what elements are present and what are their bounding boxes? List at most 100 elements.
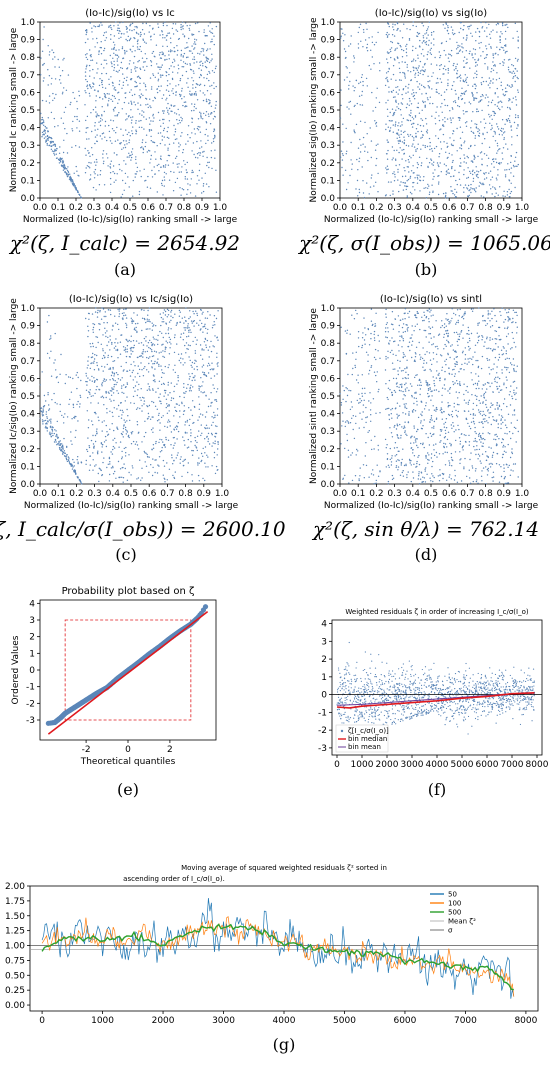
data-point [131,153,133,155]
data-point [517,89,519,91]
data-point [204,323,206,325]
data-point [445,432,447,435]
x-tick-label: 0.4 [105,203,120,213]
data-point [126,118,128,120]
data-point [421,69,423,71]
data-point [425,197,428,199]
data-point [109,140,112,142]
data-point [183,459,185,461]
data-point [95,464,97,466]
data-point [166,45,168,48]
data-point [90,87,93,89]
data-point [202,331,204,333]
data-point [77,400,79,403]
data-point [392,377,395,380]
data-point [65,457,68,460]
data-point [94,380,96,382]
data-point [57,58,59,61]
data-point [105,439,107,441]
data-point [434,123,437,125]
data-point [411,126,414,128]
data-point [109,410,111,412]
data-point [160,85,162,87]
data-point [172,397,175,400]
data-point [398,142,400,145]
data-point [156,408,158,410]
panel-d: 0.0 0.1 0.2 0.3 0.4 0.5 0.6 0.7 0.8 0.9 1.00.00.10… [309,294,539,564]
data-point [128,471,130,474]
data-point [497,128,500,130]
data-point [133,361,135,363]
data-point [511,321,513,324]
data-point [412,45,414,48]
data-point [501,152,503,154]
data-point [188,329,190,332]
data-point [449,117,452,119]
data-point [63,164,66,167]
data-point [95,189,97,191]
data-point [452,117,454,119]
data-point [454,314,457,316]
data-point [434,117,436,120]
data-point [511,85,514,87]
data-point [190,435,192,437]
data-point [101,307,103,309]
data-point [357,337,360,339]
data-point [126,76,128,79]
data-point [150,349,153,351]
data-point [213,375,216,377]
data-point [99,135,102,137]
data-point [514,114,517,116]
data-point [134,176,136,178]
data-point [134,80,136,83]
data-point [98,369,100,371]
data-point [119,379,122,381]
data-point [418,473,420,475]
data-point [199,90,201,92]
data-point [386,172,388,174]
data-point [433,433,435,435]
data-point [175,324,177,326]
data-point [64,106,67,109]
data-point [102,461,104,464]
data-point [149,150,151,152]
data-point [387,23,389,25]
x-tick-label: 0.4 [406,203,421,213]
data-point [392,73,395,76]
data-point [363,399,365,401]
data-point [189,418,191,421]
data-point [159,393,161,395]
data-point [462,110,464,112]
data-point [109,136,111,139]
data-point [122,477,125,479]
data-point [366,28,368,30]
data-point [127,84,129,86]
data-point [495,420,498,422]
data-point [109,335,111,337]
data-point [62,159,64,162]
data-point [213,71,215,74]
data-point [496,31,498,33]
data-point [131,103,133,105]
data-point [159,51,161,54]
data-point [510,167,513,169]
data-point [132,467,134,469]
data-point [443,73,445,75]
data-point [376,371,378,373]
data-point [484,138,486,140]
data-point [112,57,114,59]
data-point [506,194,509,196]
data-point [505,376,507,378]
data-point [508,464,510,467]
data-point [128,63,131,65]
data-point [110,76,112,78]
data-point [385,323,388,326]
data-point [500,409,503,411]
data-point [449,110,451,112]
data-point [85,380,87,383]
data-point [92,352,94,355]
data-point [114,140,117,142]
data-point [179,144,181,146]
data-point [480,437,482,439]
data-point [61,446,63,448]
